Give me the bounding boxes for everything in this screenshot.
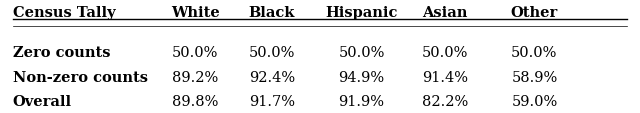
- Text: 50.0%: 50.0%: [172, 45, 218, 59]
- Text: 89.2%: 89.2%: [172, 70, 218, 84]
- Text: 89.8%: 89.8%: [172, 94, 218, 108]
- Text: 50.0%: 50.0%: [511, 45, 557, 59]
- Text: Hispanic: Hispanic: [325, 6, 398, 20]
- Text: Non-zero counts: Non-zero counts: [13, 70, 148, 84]
- Text: 82.2%: 82.2%: [422, 94, 468, 108]
- Text: Asian: Asian: [422, 6, 467, 20]
- Text: 50.0%: 50.0%: [249, 45, 295, 59]
- Text: 91.7%: 91.7%: [249, 94, 295, 108]
- Text: Overall: Overall: [13, 94, 72, 108]
- Text: Zero counts: Zero counts: [13, 45, 110, 59]
- Text: Census Tally: Census Tally: [13, 6, 115, 20]
- Text: 50.0%: 50.0%: [422, 45, 468, 59]
- Text: 59.0%: 59.0%: [511, 94, 557, 108]
- Text: White: White: [171, 6, 220, 20]
- Text: 94.9%: 94.9%: [339, 70, 385, 84]
- Text: Other: Other: [511, 6, 558, 20]
- Text: 91.9%: 91.9%: [339, 94, 385, 108]
- Text: 92.4%: 92.4%: [249, 70, 295, 84]
- Text: 50.0%: 50.0%: [339, 45, 385, 59]
- Text: Black: Black: [249, 6, 295, 20]
- Text: 58.9%: 58.9%: [511, 70, 557, 84]
- Text: 91.4%: 91.4%: [422, 70, 468, 84]
